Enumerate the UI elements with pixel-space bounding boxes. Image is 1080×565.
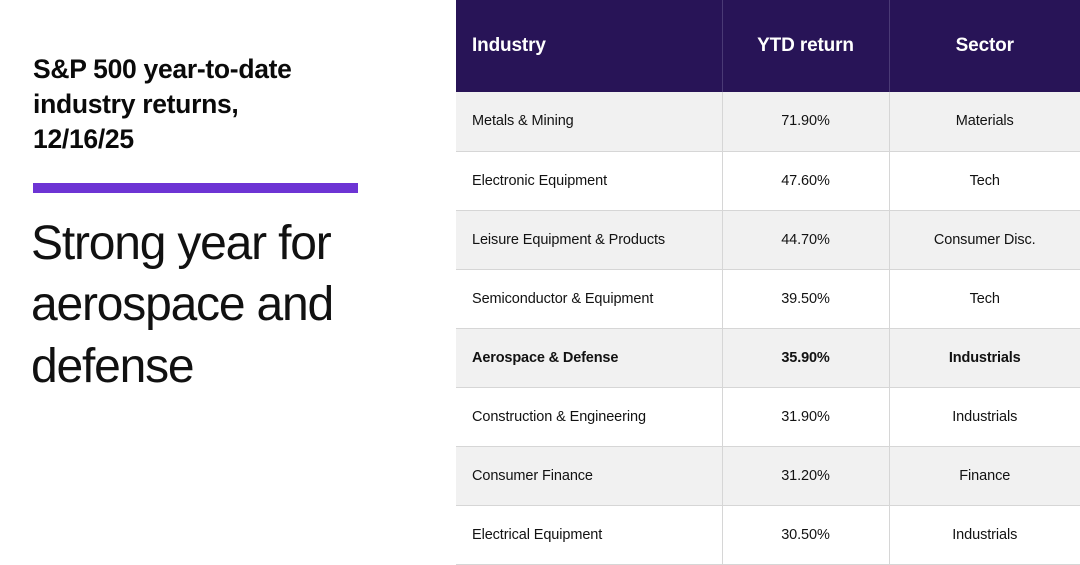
cell-sector: Industrials [889,387,1080,447]
cell-industry: Consumer Finance [456,446,723,506]
cell-ytd-return: 39.50% [722,269,890,329]
cell-sector: Industrials [889,328,1080,388]
cell-ytd-return: 47.60% [722,151,890,211]
column-header-industry[interactable]: Industry [456,0,723,92]
cell-industry: Semiconductor & Equipment [456,269,723,329]
cell-industry: Aerospace & Defense [456,328,723,388]
column-header-sector[interactable]: Sector [889,0,1080,92]
table-header: Industry YTD return Sector [456,0,1080,92]
cell-ytd-return: 31.90% [722,387,890,447]
table-header-row: Industry YTD return Sector [456,0,1080,92]
cell-sector: Materials [889,92,1080,152]
page-title: S&P 500 year-to-date industry returns, 1… [33,54,292,155]
cell-sector: Tech [889,151,1080,211]
table-row-highlighted[interactable]: Aerospace & Defense 35.90% Industrials [456,328,1080,388]
cell-sector: Consumer Disc. [889,210,1080,270]
table-row[interactable]: Semiconductor & Equipment 39.50% Tech [456,269,1080,329]
table-row[interactable]: Electrical Equipment 30.50% Industrials [456,505,1080,565]
returns-table-container: Industry YTD return Sector Metals & Mini… [456,0,1080,565]
cell-ytd-return: 31.20% [722,446,890,506]
cell-industry: Electronic Equipment [456,151,723,211]
cell-industry: Metals & Mining [456,92,723,152]
left-panel: S&P 500 year-to-date industry returns, 1… [0,0,456,565]
table-row[interactable]: Leisure Equipment & Products 44.70% Consum… [456,210,1080,270]
cell-sector: Industrials [889,505,1080,565]
table-row[interactable]: Metals & Mining 71.90% Materials [456,92,1080,152]
cell-ytd-return: 35.90% [722,328,890,388]
cell-ytd-return: 71.90% [722,92,890,152]
table-body: Metals & Mining 71.90% Materials Electronic… [456,92,1080,565]
table-row[interactable]: Electronic Equipment 47.60% Tech [456,151,1080,211]
table-row[interactable]: Consumer Finance 31.20% Finance [456,446,1080,506]
cell-ytd-return: 30.50% [722,505,890,565]
industry-returns-table: Industry YTD return Sector Metals & Mini… [456,0,1080,565]
headline: Strong year for aerospace and defense [31,217,334,393]
cell-sector: Finance [889,446,1080,506]
column-header-ytd-return[interactable]: YTD return [722,0,890,92]
accent-divider [33,183,358,193]
cell-ytd-return: 44.70% [722,210,890,270]
cell-industry: Electrical Equipment [456,505,723,565]
table-row[interactable]: Construction & Engineering 31.90% Industri… [456,387,1080,447]
cell-industry: Leisure Equipment & Products [456,210,723,270]
cell-industry: Construction & Engineering [456,387,723,447]
cell-sector: Tech [889,269,1080,329]
